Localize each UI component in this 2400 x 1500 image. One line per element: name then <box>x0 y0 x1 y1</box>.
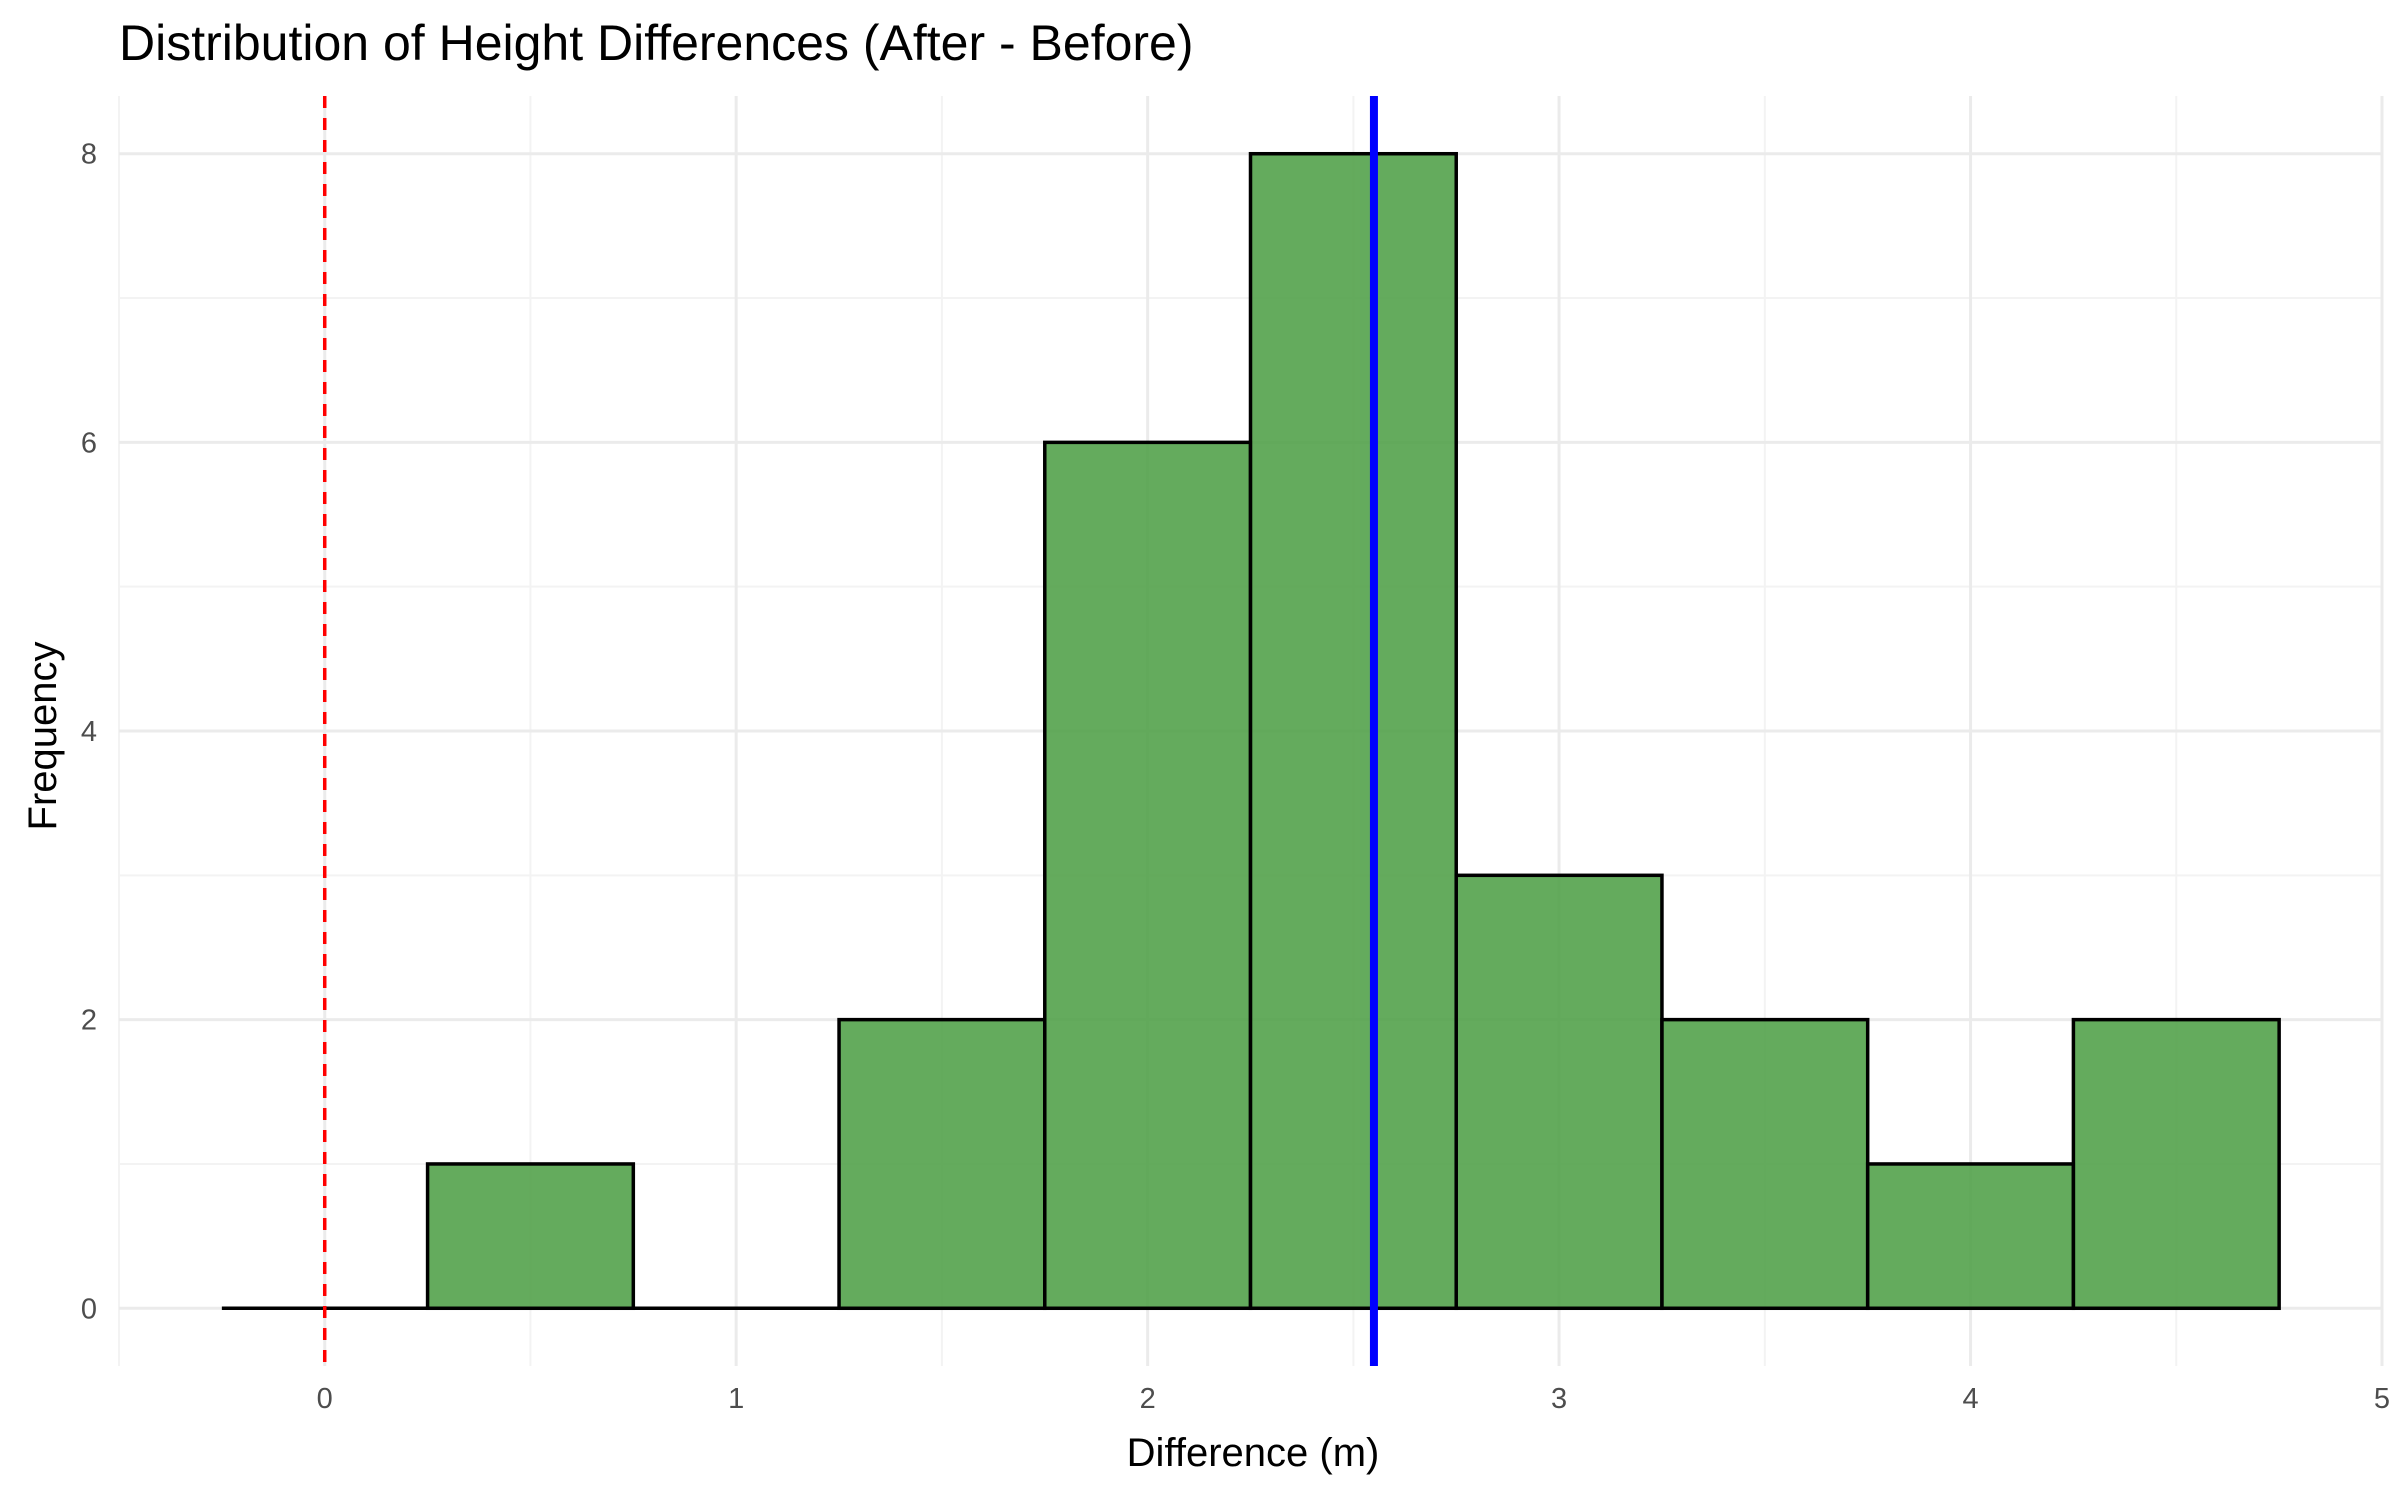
x-tick-label: 4 <box>1962 1383 1978 1415</box>
y-tick-label: 6 <box>81 427 97 459</box>
histogram-bar <box>1865 1162 2076 1311</box>
histogram-bars <box>221 151 2281 1311</box>
histogram-bar <box>2071 1017 2281 1311</box>
reference-lines <box>322 96 1378 1366</box>
x-tick-label: 0 <box>317 1383 333 1415</box>
x-tick-label: 2 <box>1140 1383 1156 1415</box>
y-tick-label: 4 <box>81 716 97 748</box>
x-tick-label: 1 <box>728 1383 744 1415</box>
histogram-bar <box>425 1162 636 1311</box>
y-axis-title: Frequency <box>21 642 65 831</box>
y-tick-label: 2 <box>81 1005 97 1037</box>
y-tick-label: 8 <box>81 139 97 171</box>
x-axis-title: Difference (m) <box>1127 1431 1380 1475</box>
histogram-bar <box>1454 873 1664 1311</box>
chart-title: Distribution of Height Differences (Afte… <box>119 15 1194 71</box>
histogram-bar <box>1660 1017 1870 1311</box>
histogram-bar <box>1043 440 1253 1311</box>
x-tick-label: 5 <box>2374 1383 2390 1415</box>
tick-labels: 0 1 2 3 4 5 0 2 4 6 8 <box>81 139 2390 1415</box>
histogram-bar <box>1248 151 1458 1311</box>
x-tick-label: 3 <box>1551 1383 1567 1415</box>
histogram-bar <box>837 1017 1047 1311</box>
y-tick-label: 0 <box>81 1293 97 1325</box>
